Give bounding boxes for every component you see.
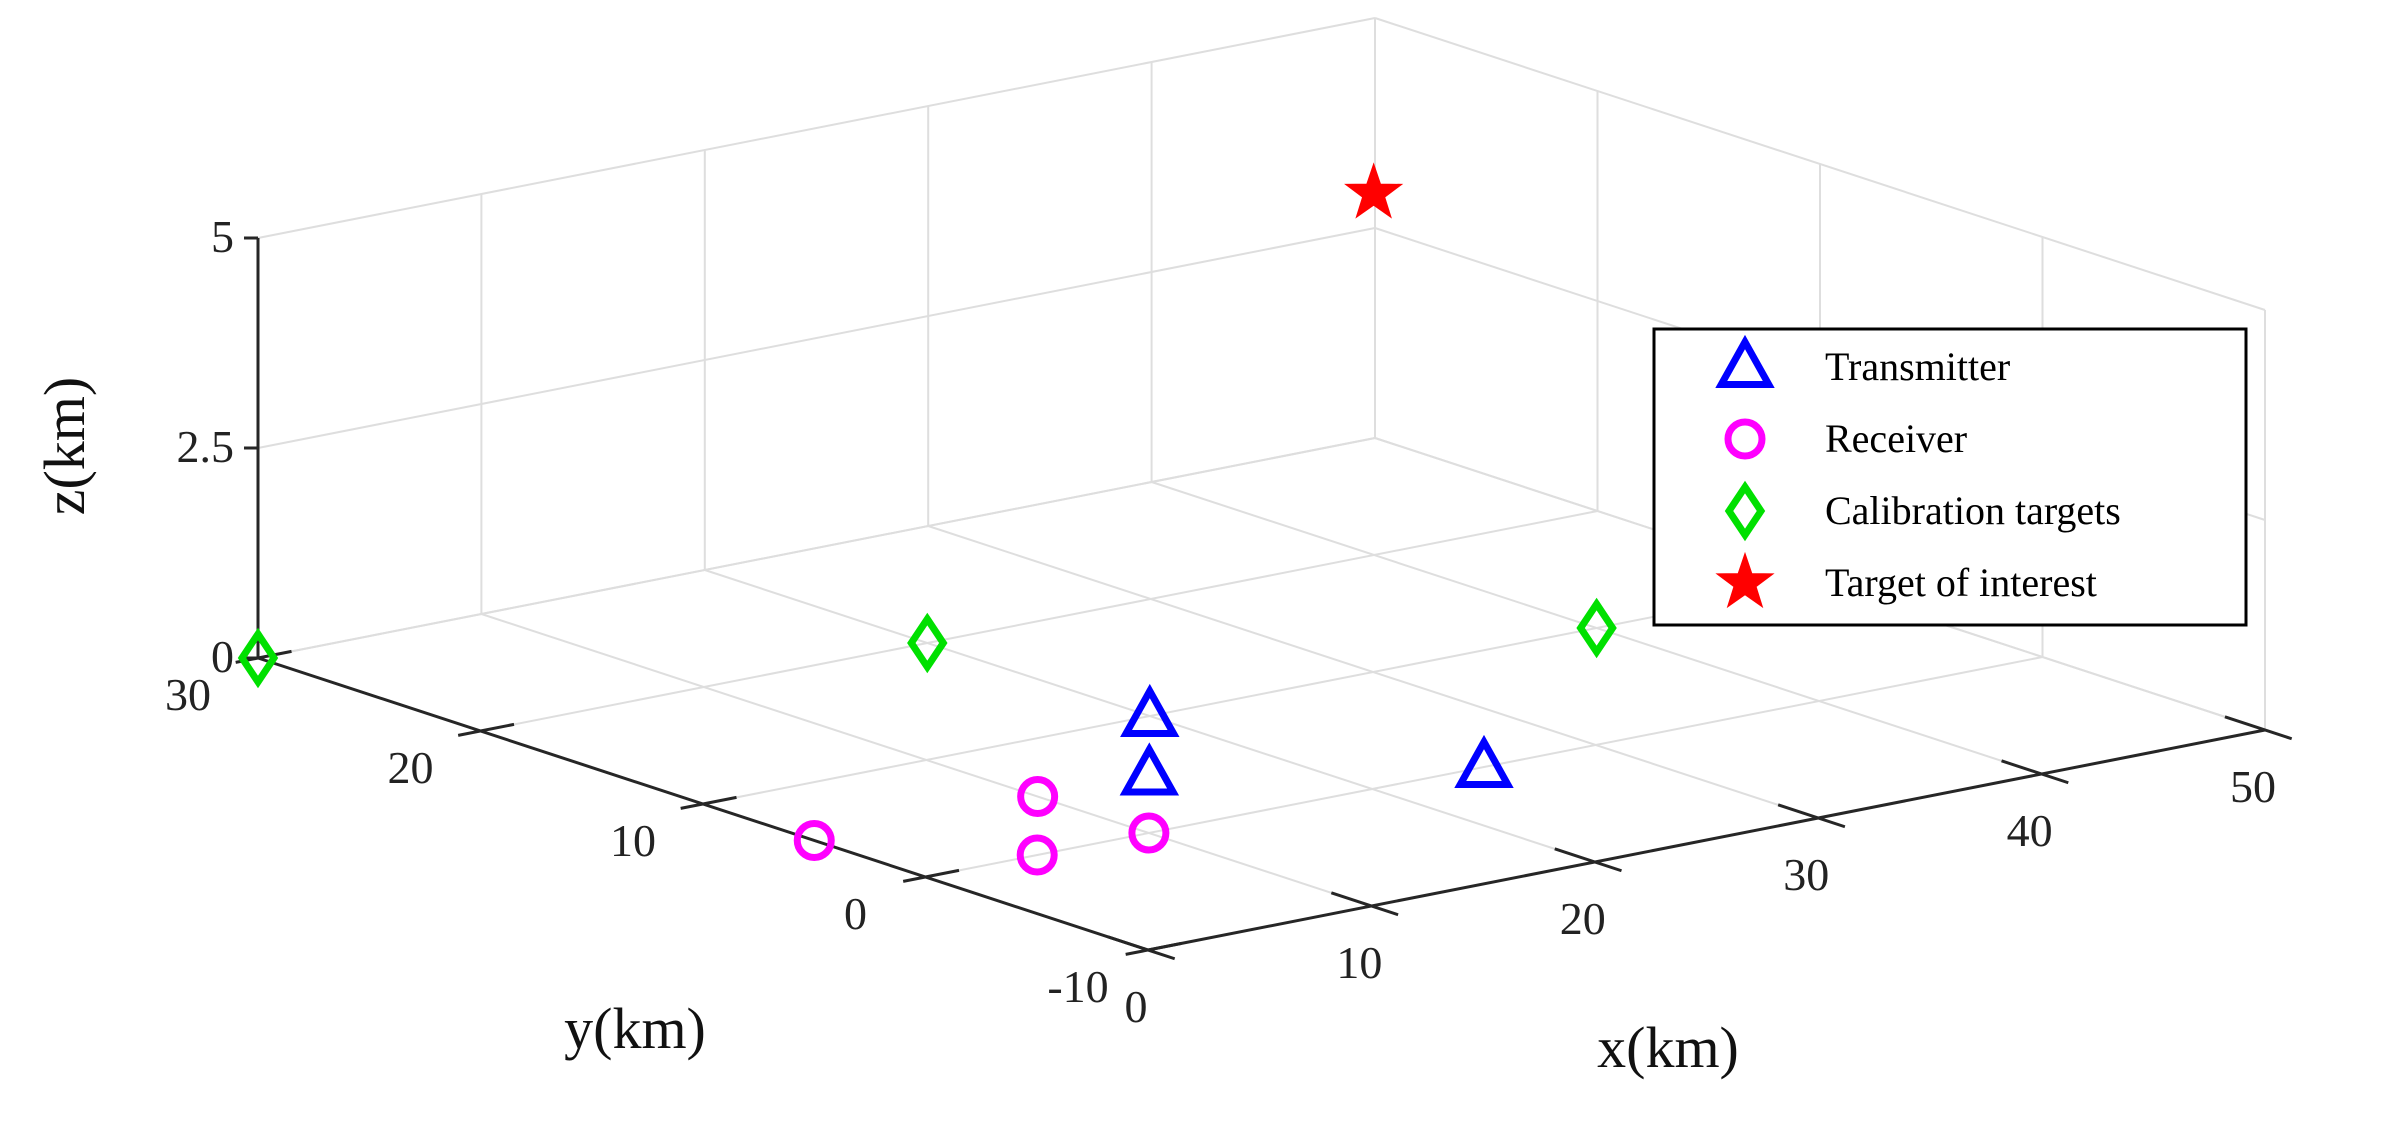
- data-markers: [237, 162, 1617, 876]
- data-point-diamond: [907, 612, 948, 674]
- legend-marker-star: [1715, 551, 1775, 609]
- legend-label: Receiver: [1825, 416, 1967, 461]
- x-tick-mark: [2001, 759, 2069, 785]
- y-tick-label: -10: [1047, 961, 1108, 1012]
- legend: Transmitter Receiver Calibration targets Ta…: [1652, 327, 2248, 627]
- x-tick-label: 50: [2230, 761, 2276, 812]
- x-tick-label: 10: [1336, 937, 1382, 988]
- y-tick-mark: [680, 795, 737, 810]
- grid-line: [925, 656, 2043, 878]
- x-tick-label: 40: [2007, 805, 2053, 856]
- y-tick-mark: [902, 868, 960, 883]
- legend-label: Target of interest: [1825, 560, 2097, 605]
- y-axis-label: y(km): [564, 996, 706, 1061]
- x-tick-mark: [1107, 935, 1176, 961]
- x-tick-label: 0: [1125, 981, 1148, 1032]
- data-point-circle: [793, 820, 835, 861]
- x-axis-label: x(km): [1597, 1015, 1739, 1080]
- grid-line: [702, 583, 1821, 805]
- y-tick-mark: [457, 722, 515, 737]
- grid-line: [257, 227, 1376, 449]
- z-tick-label: 2.5: [177, 421, 235, 472]
- grid-line: [257, 17, 1376, 239]
- x-tick-label: 20: [1560, 893, 1606, 944]
- x-axis-line: [1147, 728, 2266, 952]
- data-point-triangle: [1120, 683, 1180, 737]
- legend-label: Transmitter: [1825, 344, 2010, 389]
- grid-line: [1374, 17, 2266, 311]
- legend-marker-triangle: [1715, 334, 1775, 388]
- grid-line: [480, 510, 1598, 732]
- z-tick-label: 5: [211, 211, 234, 262]
- data-point-diamond: [1576, 597, 1617, 659]
- y-tick-label: 10: [610, 815, 656, 866]
- data-point-star: [1344, 162, 1404, 219]
- data-point-triangle: [1119, 742, 1180, 796]
- grid-line: [257, 437, 1376, 659]
- data-point-circle: [1128, 812, 1170, 854]
- legend-marker-diamond: [1724, 480, 1766, 542]
- x-tick-mark: [1777, 803, 1846, 829]
- legend-label: Calibration targets: [1825, 488, 2121, 533]
- y-tick-mark: [1125, 941, 1182, 956]
- x-tick-mark: [1554, 847, 1622, 873]
- z-tick-label: 0: [211, 631, 234, 682]
- data-point-diamond: [237, 627, 279, 689]
- z-axis-label: z(km): [32, 377, 97, 516]
- data-point-circle: [1016, 834, 1058, 876]
- x-tick-label: 30: [1783, 849, 1829, 900]
- y-tick-label: 30: [165, 669, 211, 720]
- x-tick-mark: [1330, 891, 1399, 917]
- data-point-triangle: [1454, 734, 1514, 788]
- y-tick-label: 20: [388, 742, 434, 793]
- legend-marker-circle: [1724, 418, 1766, 460]
- y-tick-label: 0: [844, 888, 867, 939]
- data-point-circle: [1017, 776, 1059, 817]
- x-tick-mark: [2224, 715, 2293, 741]
